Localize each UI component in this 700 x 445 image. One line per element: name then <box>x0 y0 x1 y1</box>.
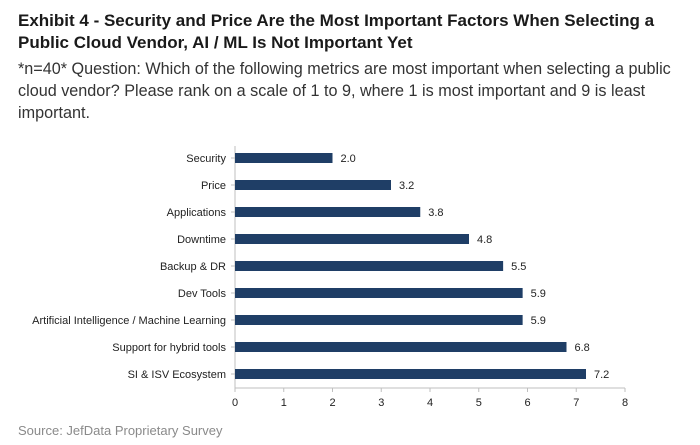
bar <box>235 153 333 163</box>
data-label: 3.8 <box>428 207 443 219</box>
data-label: 5.5 <box>511 261 526 273</box>
x-tick-label: 2 <box>329 397 335 409</box>
bar <box>235 261 504 271</box>
x-tick-label: 8 <box>622 397 628 409</box>
data-label: 7.2 <box>594 369 609 381</box>
category-label: SI & ISV Ecosystem <box>128 369 226 381</box>
bar-chart: Security 2.0 Price 3.2 Applications 3.8 Downti… <box>32 146 628 409</box>
data-label: 6.8 <box>575 342 590 354</box>
x-tick-label: 4 <box>427 397 433 409</box>
category-label: Price <box>201 180 226 192</box>
bar <box>235 207 421 217</box>
category-label: Artificial Intelligence / Machine Learni… <box>32 315 226 327</box>
x-tick-label: 0 <box>232 397 238 409</box>
bar <box>235 180 391 190</box>
category-label: Applications <box>167 207 227 219</box>
x-tick-label: 6 <box>524 397 530 409</box>
category-label: Security <box>186 153 226 165</box>
x-tick-label: 3 <box>378 397 384 409</box>
bar <box>235 288 523 298</box>
category-label: Downtime <box>177 234 226 246</box>
bar <box>235 369 586 379</box>
x-tick-label: 1 <box>281 397 287 409</box>
data-label: 5.9 <box>531 315 546 327</box>
x-tick-label: 5 <box>476 397 482 409</box>
data-label: 3.2 <box>399 180 414 192</box>
category-label: Support for hybrid tools <box>112 342 226 354</box>
data-label: 2.0 <box>341 153 356 165</box>
category-label: Dev Tools <box>178 288 227 300</box>
chart-title: Exhibit 4 - Security and Price Are the M… <box>18 11 655 52</box>
data-label: 4.8 <box>477 234 492 246</box>
chart-subtitle: *n=40* Question: Which of the following … <box>18 60 671 122</box>
bar <box>235 234 469 244</box>
data-label: 5.9 <box>531 288 546 300</box>
source-note: Source: JefData Proprietary Survey <box>18 423 223 438</box>
bar <box>235 342 567 352</box>
bar <box>235 315 523 325</box>
x-tick-label: 7 <box>573 397 579 409</box>
category-label: Backup & DR <box>160 261 226 273</box>
